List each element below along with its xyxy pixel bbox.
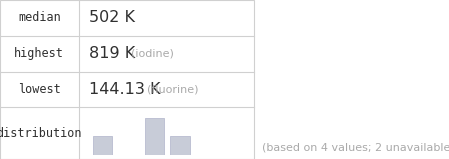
Text: 502 K: 502 K xyxy=(88,10,135,25)
Text: median: median xyxy=(18,11,61,24)
Text: lowest: lowest xyxy=(18,83,61,96)
Text: (based on 4 values; 2 unavailable): (based on 4 values; 2 unavailable) xyxy=(262,142,449,152)
Bar xyxy=(0,0,254,159)
Text: highest: highest xyxy=(14,47,64,60)
Text: (iodine): (iodine) xyxy=(131,49,173,59)
Bar xyxy=(93,136,112,155)
Text: 819 K: 819 K xyxy=(88,46,135,61)
Bar xyxy=(170,136,189,155)
Text: 144.13 K: 144.13 K xyxy=(88,82,160,97)
Text: distribution: distribution xyxy=(0,127,82,140)
Bar xyxy=(145,118,164,155)
Text: (fluorine): (fluorine) xyxy=(146,84,198,94)
